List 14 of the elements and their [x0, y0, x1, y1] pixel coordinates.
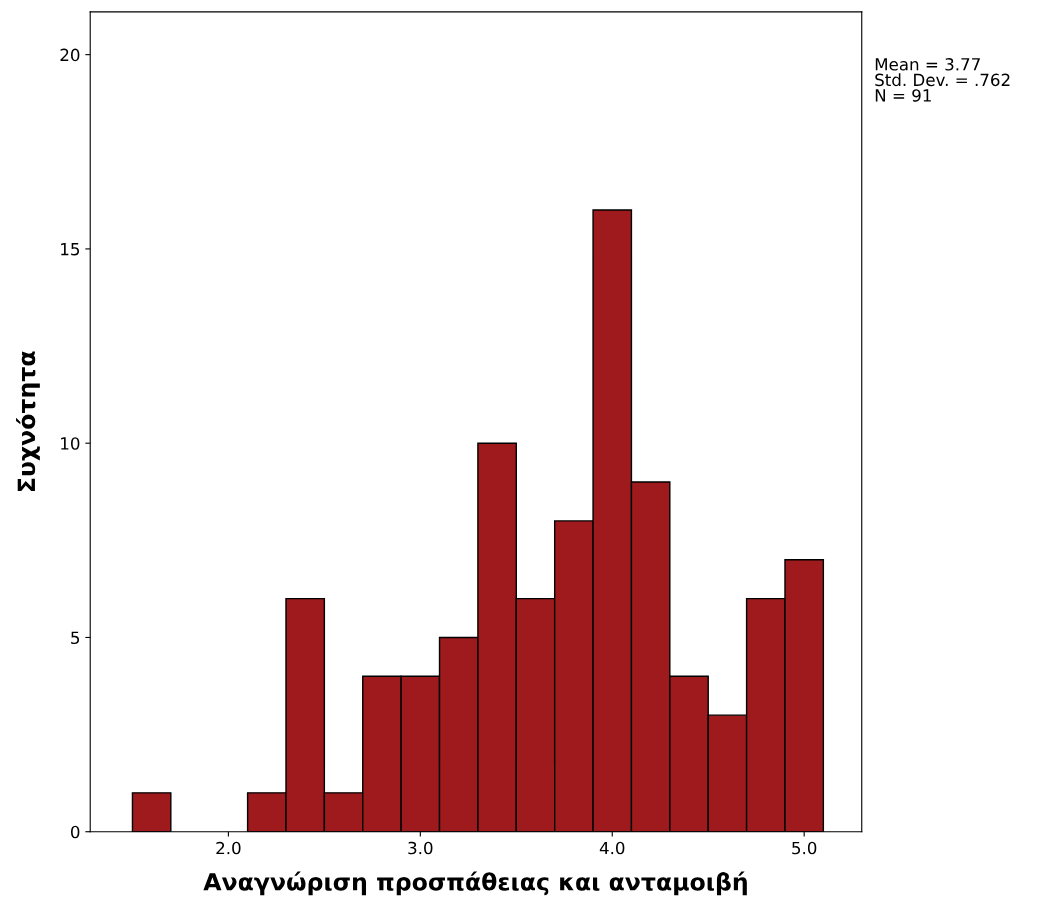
y-tick-label: 5	[71, 631, 80, 645]
x-axis-title: Αναγνώριση προσπάθειας και ανταμοιβή	[203, 871, 747, 896]
y-axis-title: Συχνότητα	[16, 351, 40, 492]
text: Std. Dev. = .762	[875, 73, 1010, 87]
text: Mean = 3.77	[875, 58, 980, 71]
x-tick-label: 5.0	[792, 841, 817, 855]
x-tick-label: 2.0	[216, 841, 241, 855]
y-tick-label: 20	[60, 48, 80, 62]
x-tick-label: 4.0	[599, 841, 625, 855]
y-tick-label: 15	[61, 243, 80, 256]
y-tick-label: 0	[70, 825, 80, 839]
text: N = 91	[875, 89, 931, 102]
x-tick-label: 3.0	[408, 841, 433, 855]
y-tick-label: 10	[61, 437, 80, 450]
